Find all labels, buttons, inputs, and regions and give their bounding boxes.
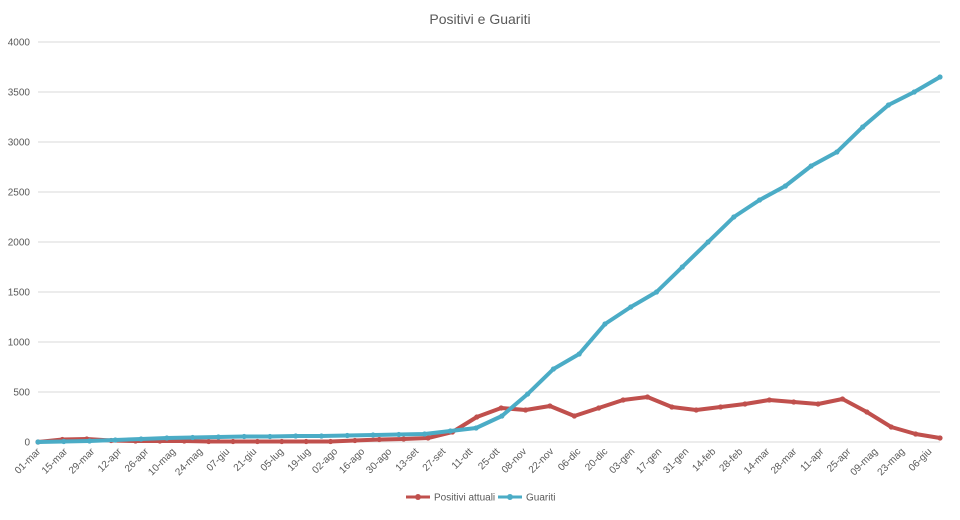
y-axis: 0 500 1000 1500 2000 2500 3000 3500 4000 [8, 38, 31, 449]
data-point [705, 239, 711, 245]
data-point [550, 366, 557, 372]
series-line-0 [36, 395, 942, 444]
data-point [815, 401, 821, 407]
data-point [352, 437, 358, 444]
data-point [318, 433, 325, 439]
data-point [669, 404, 675, 410]
legend: Positivi attuali Guariti [406, 493, 555, 504]
data-point [303, 438, 309, 445]
data-point [35, 439, 41, 445]
data-point [742, 401, 748, 407]
y-tick-label: 500 [13, 388, 30, 399]
data-point [937, 435, 943, 441]
data-point [693, 407, 699, 413]
data-point [473, 425, 479, 431]
y-tick-label: 4000 [8, 38, 31, 49]
data-point [474, 414, 480, 420]
data-point [215, 434, 221, 440]
data-point [839, 396, 846, 402]
data-point [421, 431, 428, 437]
data-point [206, 438, 212, 445]
data-point [61, 438, 67, 445]
data-point [913, 431, 919, 437]
y-tick-label: 2500 [8, 188, 31, 199]
data-point [602, 321, 608, 327]
data-point [628, 304, 634, 310]
data-point [376, 436, 382, 443]
legend-marker [415, 494, 421, 500]
data-point [293, 433, 299, 439]
data-point [547, 403, 553, 409]
y-tick-label: 3500 [8, 88, 31, 99]
data-point [254, 438, 261, 445]
data-point [190, 434, 196, 441]
data-point [396, 431, 402, 438]
data-point [499, 413, 505, 419]
data-point [834, 149, 840, 155]
data-point [164, 435, 170, 441]
data-point [576, 351, 582, 357]
data-point [937, 74, 943, 80]
data-point [327, 438, 334, 445]
legend-label: Guariti [526, 493, 555, 504]
legend-marker [507, 494, 513, 500]
data-point [911, 89, 917, 95]
y-tick-label: 3000 [8, 138, 31, 149]
data-point [757, 197, 763, 203]
data-point [344, 432, 350, 439]
data-point [731, 214, 737, 220]
data-point [888, 424, 894, 430]
data-point [860, 124, 866, 130]
data-point [112, 437, 118, 443]
data-point [620, 397, 626, 403]
data-point [653, 289, 660, 295]
data-point [138, 436, 144, 442]
data-point [782, 183, 788, 189]
series-lines [35, 74, 943, 445]
data-point [766, 397, 772, 403]
data-point [370, 432, 376, 438]
data-point [808, 163, 814, 169]
data-point [596, 405, 602, 411]
data-point [885, 102, 892, 108]
legend-label: Positivi attuali [434, 493, 495, 504]
y-tick-label: 2000 [8, 238, 31, 249]
data-point [644, 394, 651, 400]
y-tick-label: 1000 [8, 338, 31, 349]
data-point [230, 438, 236, 445]
data-point [425, 435, 431, 441]
series-line-1 [36, 75, 942, 444]
data-point [279, 438, 285, 445]
data-point [241, 433, 247, 440]
data-point [679, 264, 685, 270]
data-point [401, 436, 407, 442]
chart-title: Positivi e Guariti [429, 11, 530, 27]
data-point [181, 438, 187, 444]
data-point [522, 407, 529, 413]
data-point [571, 413, 577, 419]
data-point [791, 399, 797, 405]
y-tick-label: 1500 [8, 288, 31, 299]
data-point [447, 428, 453, 434]
data-point [717, 404, 724, 410]
data-point [267, 433, 273, 440]
y-tick-label: 0 [24, 438, 30, 449]
data-point [864, 409, 870, 415]
data-point [498, 405, 504, 411]
data-point [525, 391, 531, 397]
data-point [86, 438, 93, 444]
